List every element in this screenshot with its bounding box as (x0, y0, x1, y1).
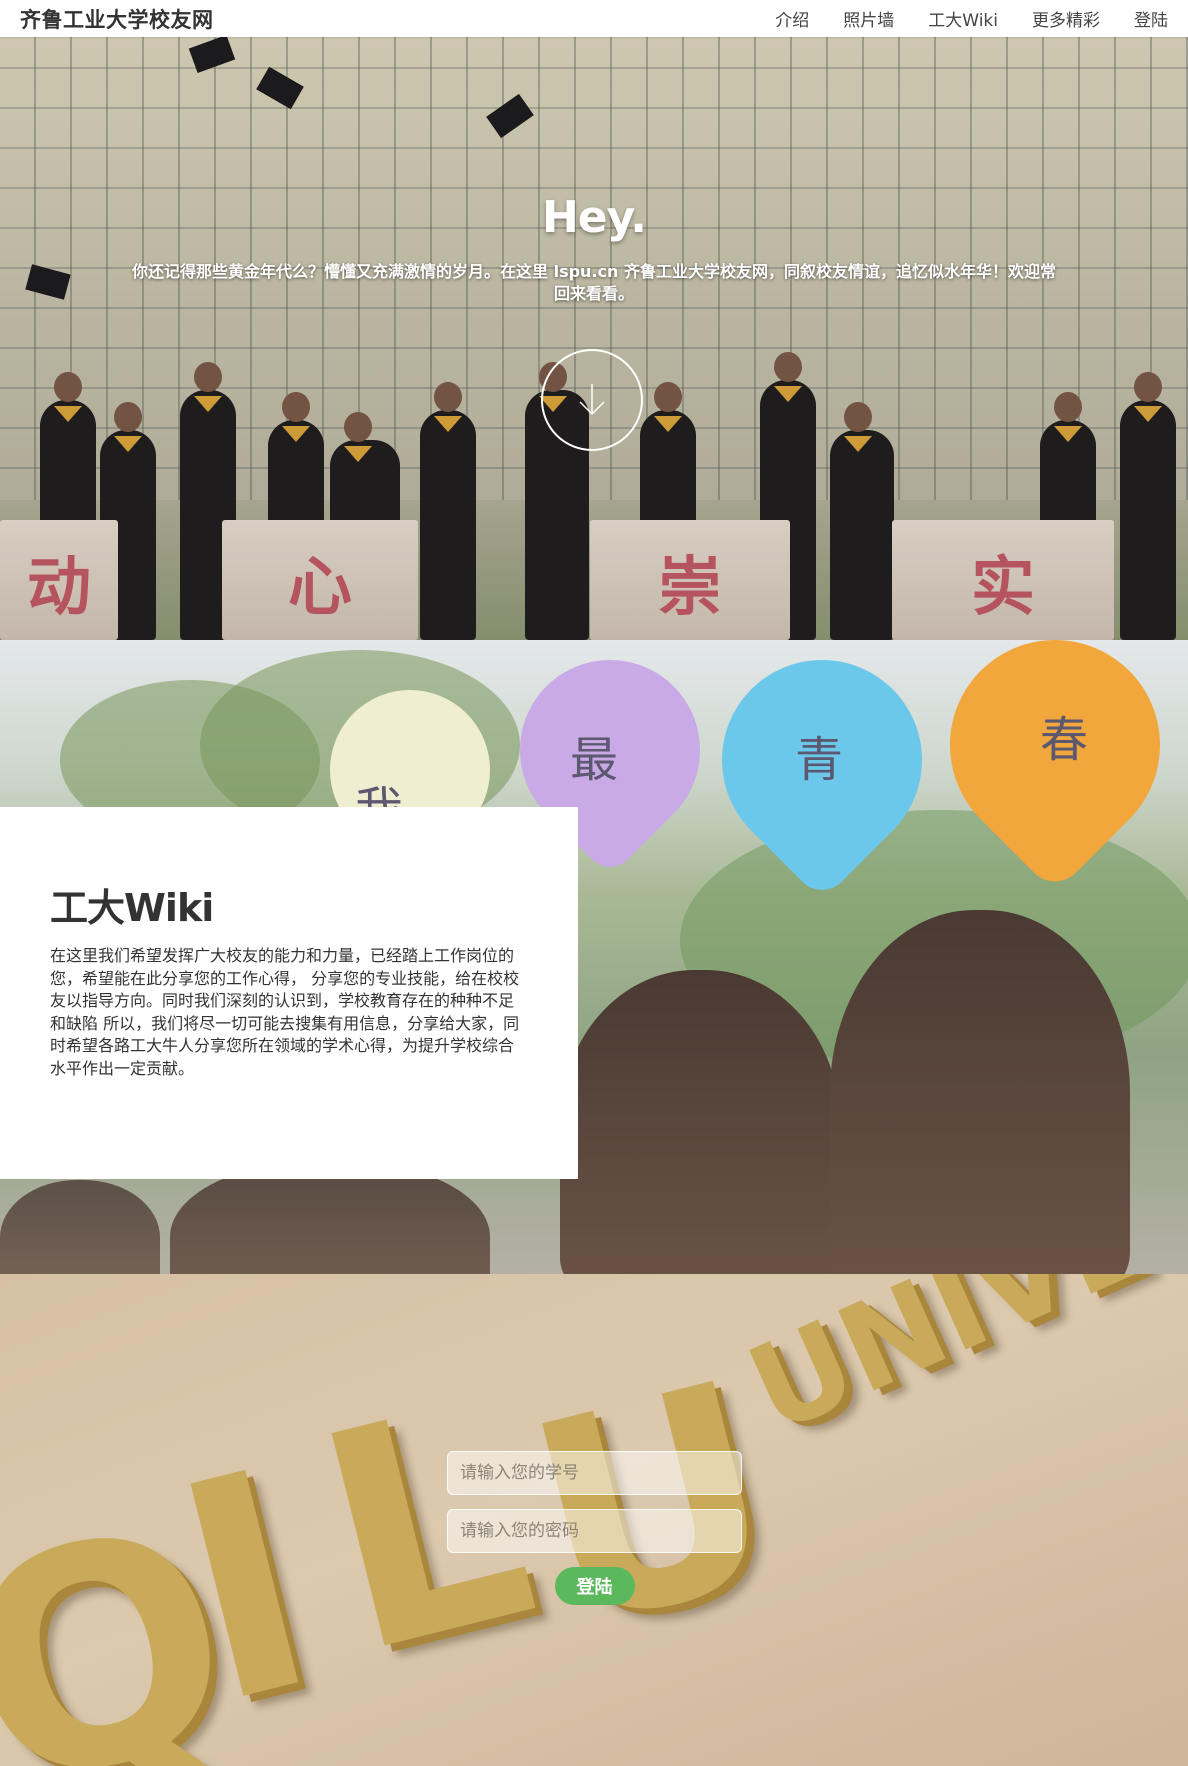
balloon-char: 青 (795, 732, 844, 788)
balloon-char: 最 (570, 732, 619, 788)
hero-overlay (0, 37, 1188, 640)
person-hair (830, 910, 1130, 1274)
login-section: Q I L U UNIVERSITY 登陆 (0, 1274, 1188, 1766)
hero-title: Hey. (541, 192, 647, 243)
wiki-card: 工大Wiki 在这里我们希望发挥广大校友的能力和力量，已经踏上工作岗位的您，希望… (0, 807, 578, 1179)
nav-item-wiki[interactable]: 工大Wiki (928, 11, 998, 31)
nav-item-login[interactable]: 登陆 (1134, 11, 1168, 31)
password-input[interactable] (447, 1509, 742, 1553)
wiki-title: 工大Wiki (50, 886, 214, 930)
scroll-down-button[interactable] (541, 349, 643, 451)
sign-word: UNIVERSITY (730, 1274, 1188, 1461)
nav-item-intro[interactable]: 介绍 (775, 11, 810, 31)
wiki-section: 我 最 青 春 工大Wiki 在这里我们希望发挥广大校友的能力和力量，已经踏上工… (0, 640, 1188, 1274)
nav-item-photo-wall[interactable]: 照片墙 (843, 11, 895, 31)
stone-block: 崇 (590, 520, 790, 640)
login-form: 登陆 (447, 1451, 742, 1605)
person-hair (560, 970, 840, 1274)
stone-block: 实 (892, 520, 1114, 640)
person-hair (0, 1180, 160, 1274)
login-button[interactable]: 登陆 (554, 1567, 635, 1605)
stone-block: 心 (222, 520, 418, 640)
graduate-figure (1120, 372, 1176, 640)
nav-item-more[interactable]: 更多精彩 (1032, 11, 1100, 31)
student-id-input[interactable] (447, 1451, 742, 1495)
top-navbar: 齐鲁工业大学校友网 介绍 照片墙 工大Wiki 更多精彩 登陆 (0, 0, 1188, 37)
balloon-char: 春 (1040, 712, 1089, 768)
hero-description: 你还记得那些黄金年代么？懵懂又充满激情的岁月。在这里 lspu.cn 齐鲁工业大… (132, 262, 1056, 303)
wiki-description: 在这里我们希望发挥广大校友的能力和力量，已经踏上工作岗位的您，希望能在此分享您的… (50, 946, 520, 1078)
stone-block: 动 (0, 520, 118, 640)
graduate-figure (830, 402, 894, 640)
arrow-down-icon (579, 384, 605, 416)
site-brand[interactable]: 齐鲁工业大学校友网 (20, 8, 214, 32)
hero-section: 动 心 崇 实 Hey. 你还记得那些黄金年代么？懵懂又充满激情的岁月。在这里 … (0, 37, 1188, 640)
person-hair (170, 1160, 490, 1274)
graduate-figure (420, 382, 476, 640)
nav-menu: 介绍 照片墙 工大Wiki 更多精彩 登陆 (741, 0, 1168, 37)
